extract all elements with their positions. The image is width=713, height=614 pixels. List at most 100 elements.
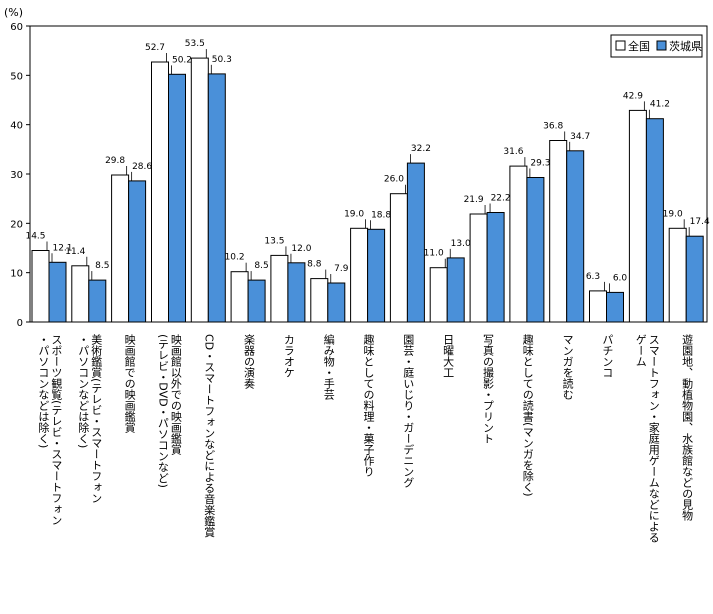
data-label: 34.7 xyxy=(570,132,590,142)
data-label: 13.0 xyxy=(451,239,471,249)
category-label-line: 趣味としての読書(マンガを除く) xyxy=(521,333,534,497)
category-label: 編み物・手芸 xyxy=(322,333,335,401)
data-label: 50.3 xyxy=(212,55,232,65)
data-label: 26.0 xyxy=(384,175,404,185)
bar-ibaraki xyxy=(566,150,585,323)
bar-ibaraki xyxy=(287,262,306,323)
bar-ibaraki xyxy=(367,228,386,323)
y-tick-label: 50 xyxy=(10,71,23,82)
legend-swatch xyxy=(656,40,667,51)
category-label-line: ゲーム xyxy=(634,334,647,367)
data-label: 12.0 xyxy=(291,244,311,254)
legend-label: 全国 xyxy=(628,39,650,53)
data-label: 14.5 xyxy=(25,232,45,242)
y-tick-label: 20 xyxy=(10,219,23,230)
bar-national xyxy=(549,140,568,323)
category-label-line: 映画館での映画鑑賞 xyxy=(123,334,136,434)
category-label-line: 楽器の演奏 xyxy=(243,334,256,390)
category-label-line: 遊園地、動植物園、水族館などの見物 xyxy=(681,333,694,521)
data-label: 21.9 xyxy=(464,195,484,205)
bar-national xyxy=(589,290,607,323)
data-label: 7.9 xyxy=(334,264,349,274)
bar-ibaraki xyxy=(446,257,465,323)
data-label: 36.8 xyxy=(543,122,563,132)
data-label: 31.6 xyxy=(503,147,523,157)
data-label: 41.2 xyxy=(650,100,670,110)
category-label: 映画館以外での映画鑑賞(テレビ・DVD・パソコンなど) xyxy=(156,334,182,488)
data-label: 22.2 xyxy=(491,194,511,204)
bar-national xyxy=(71,265,90,323)
data-label: 13.5 xyxy=(264,236,284,246)
bar-national xyxy=(230,271,249,323)
data-labels-group: 14.5 11.4 29.8 52.7 53.5 10.2 13.5 8.8 19.0 26.0 1… xyxy=(25,39,710,293)
y-tick-label: 30 xyxy=(10,170,23,181)
category-label: 遊園地、動植物園、水族館などの見物 xyxy=(681,333,694,521)
bar-ibaraki xyxy=(327,282,346,323)
category-label: 趣味としての読書(マンガを除く) xyxy=(521,333,534,497)
bar-ibaraki xyxy=(168,73,186,323)
bar-national xyxy=(31,250,50,323)
category-label: 楽器の演奏 xyxy=(243,334,256,390)
category-label-line: スマートフォン・家庭用ゲームなどによる xyxy=(647,334,660,543)
bar-national xyxy=(270,254,289,323)
y-tick-label: 0 xyxy=(17,318,23,329)
data-label: 28.6 xyxy=(132,162,152,172)
category-label: 日曜大工 xyxy=(442,334,455,378)
bar-ibaraki xyxy=(128,180,147,323)
bar-national xyxy=(190,57,209,323)
data-label: 19.0 xyxy=(663,209,683,219)
data-label: 10.2 xyxy=(225,253,245,263)
category-label: カラオケ xyxy=(282,334,295,378)
bar-national xyxy=(310,278,329,323)
data-label: 17.4 xyxy=(690,217,710,227)
bar-ibaraki xyxy=(247,279,266,323)
category-label: スポーツ観覧(テレビ・スマートフォン・パソコンなどは除く) xyxy=(37,334,63,525)
data-label: 6.3 xyxy=(586,272,600,282)
y-axis-unit-label: (%) xyxy=(4,6,23,19)
legend: 全国 茨城県 xyxy=(610,34,703,58)
category-label-line: 編み物・手芸 xyxy=(322,333,335,401)
category-label: CD・スマートフォンなどによる音楽鑑賞 xyxy=(203,334,216,538)
category-label-line: マンガを読む xyxy=(561,334,574,400)
category-label: 美術鑑賞(テレビ・スマートフォン・パソコンなどは除く) xyxy=(77,334,103,504)
category-label: マンガを読む xyxy=(561,334,574,400)
bar-ibaraki xyxy=(406,162,425,323)
data-label: 29.3 xyxy=(530,159,550,169)
bar-national xyxy=(389,193,408,323)
bars-group xyxy=(31,57,704,323)
category-label-line: (テレビ・DVD・パソコンなど) xyxy=(156,334,169,488)
y-tick-label: 40 xyxy=(10,121,23,132)
category-label-line: 趣味としての料理・菓子作り xyxy=(362,333,375,477)
bar-ibaraki xyxy=(685,235,704,323)
category-label-line: 園芸・庭いじり・ガーデニング xyxy=(402,334,415,488)
data-label: 8.8 xyxy=(307,260,322,270)
bar-ibaraki xyxy=(645,118,664,323)
data-label: 29.8 xyxy=(105,156,125,166)
bar-ibaraki xyxy=(207,73,226,323)
data-label: 32.2 xyxy=(411,144,431,154)
data-label: 11.4 xyxy=(65,247,85,257)
category-label-line: 日曜大工 xyxy=(442,334,455,378)
data-label: 42.9 xyxy=(623,91,643,101)
y-tick-label: 10 xyxy=(10,269,23,280)
data-label: 19.0 xyxy=(344,209,364,219)
category-label-line: パチンコ xyxy=(601,334,614,378)
bar-ibaraki xyxy=(606,291,624,323)
category-label: 写真の撮影・プリント xyxy=(482,334,495,444)
data-label: 12.1 xyxy=(52,243,72,253)
legend-swatch xyxy=(615,40,626,51)
bar-national xyxy=(111,174,130,323)
category-label: 趣味としての料理・菓子作り xyxy=(362,333,375,477)
bar-national xyxy=(668,227,687,323)
data-label: 8.5 xyxy=(254,261,268,271)
data-label: 50.2 xyxy=(172,55,192,65)
category-label: 園芸・庭いじり・ガーデニング xyxy=(402,334,415,488)
bar-ibaraki xyxy=(48,261,67,323)
data-label: 11.0 xyxy=(424,249,444,259)
data-label: 53.5 xyxy=(185,39,205,49)
category-label-line: 映画館以外での映画鑑賞 xyxy=(169,334,182,456)
category-label: パチンコ xyxy=(601,334,614,378)
category-label-line: 美術鑑賞(テレビ・スマートフォン xyxy=(90,334,103,504)
